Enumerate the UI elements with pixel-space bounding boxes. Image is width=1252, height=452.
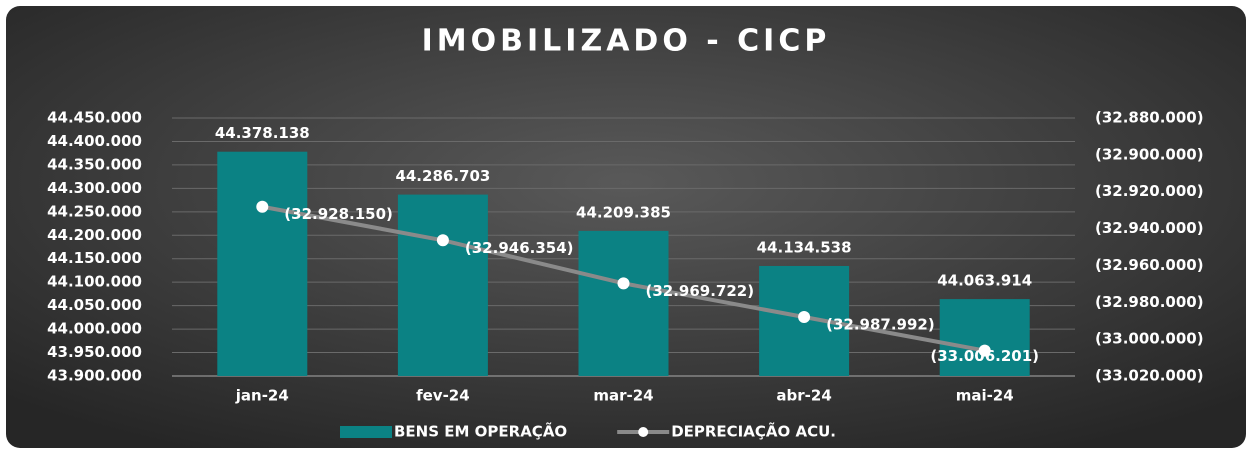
bar — [939, 299, 1030, 376]
y2-tick-label: (33.000.000) — [1095, 330, 1204, 348]
line-value-label: (32.987.992) — [826, 316, 935, 334]
y-tick-label: 44.150.000 — [47, 249, 142, 267]
x-tick-label: mar-24 — [593, 387, 653, 405]
y-tick-label: 43.900.000 — [47, 367, 142, 385]
legend-swatch — [340, 426, 392, 438]
bar-value-label: 44.378.138 — [215, 124, 310, 142]
x-tick-label: mai-24 — [956, 387, 1014, 405]
bar — [397, 194, 488, 376]
x-tick-label: fev-24 — [416, 387, 470, 405]
line-marker — [978, 344, 991, 357]
y2-tick-label: (32.920.000) — [1095, 182, 1204, 200]
background — [6, 6, 1246, 448]
y-tick-label: 44.000.000 — [47, 320, 142, 338]
x-tick-label: abr-24 — [776, 387, 831, 405]
y-tick-label: 44.200.000 — [47, 226, 142, 244]
legend-label: DEPRECIAÇÃO ACU. — [671, 422, 836, 441]
y2-tick-label: (32.980.000) — [1095, 293, 1204, 311]
bar — [217, 151, 308, 376]
line-marker — [436, 234, 449, 247]
bar — [578, 230, 669, 376]
line-value-label: (32.946.354) — [465, 239, 574, 257]
line-value-label: (32.928.150) — [284, 205, 393, 223]
bar-value-label: 44.286.703 — [395, 167, 490, 185]
y2-tick-label: (32.900.000) — [1095, 145, 1204, 163]
line-marker — [798, 311, 811, 324]
x-tick-label: jan-24 — [235, 387, 289, 405]
y-tick-label: 44.350.000 — [47, 155, 142, 173]
legend-marker — [638, 427, 649, 437]
bar-value-label: 44.063.914 — [937, 272, 1032, 290]
y2-tick-label: (33.020.000) — [1095, 367, 1204, 385]
y-tick-label: 43.950.000 — [47, 343, 142, 361]
y2-tick-label: (32.940.000) — [1095, 219, 1204, 237]
bar-value-label: 44.134.538 — [757, 238, 852, 256]
bar-value-label: 44.209.385 — [576, 203, 671, 221]
y-tick-label: 44.100.000 — [47, 273, 142, 291]
legend-label: BENS EM OPERAÇÃO — [394, 422, 567, 441]
y-tick-label: 44.050.000 — [47, 296, 142, 314]
y2-tick-label: (32.880.000) — [1095, 109, 1204, 127]
line-marker — [617, 277, 630, 290]
line-value-label: (33.006.201) — [930, 347, 1039, 365]
y-tick-label: 44.400.000 — [47, 132, 142, 150]
line-value-label: (32.969.722) — [646, 282, 755, 300]
y-tick-label: 44.450.000 — [47, 109, 142, 127]
y-tick-label: 44.250.000 — [47, 202, 142, 220]
y-tick-label: 44.300.000 — [47, 179, 142, 197]
line-marker — [256, 200, 269, 213]
y2-tick-label: (32.960.000) — [1095, 256, 1204, 274]
chart-title: IMOBILIZADO - CICP — [422, 24, 831, 59]
